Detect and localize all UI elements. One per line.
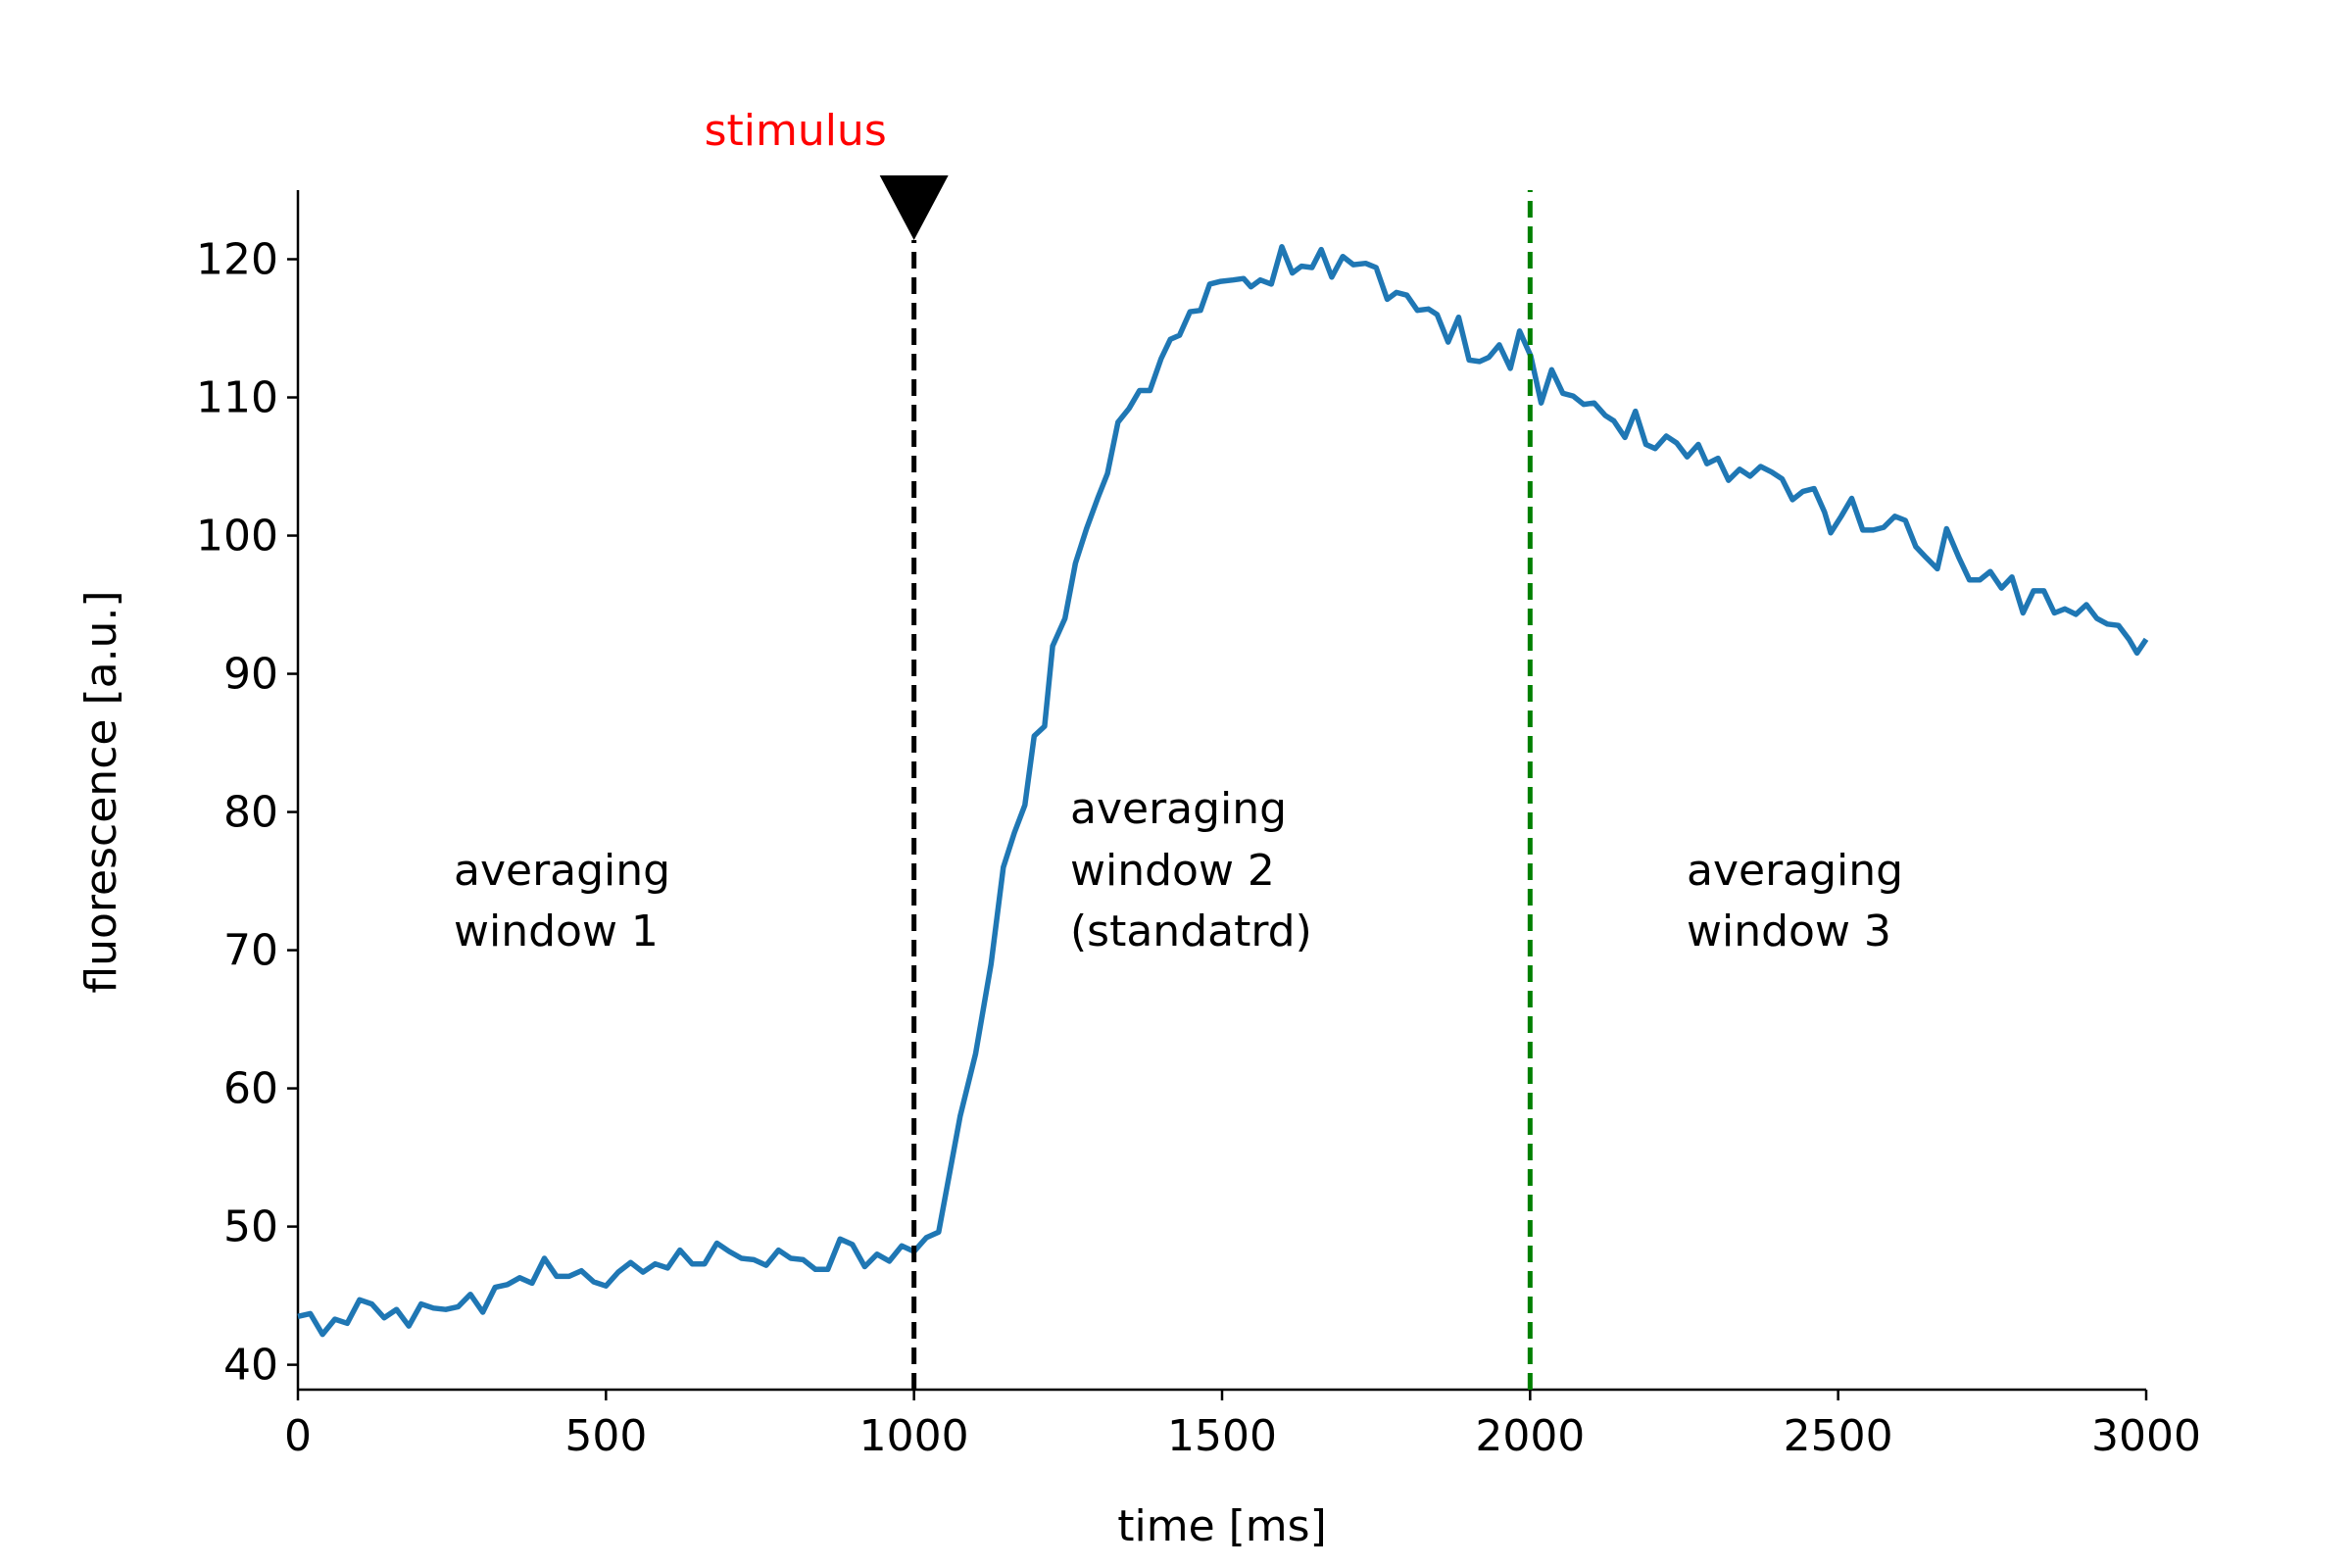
x-tick-label: 1000 (859, 1411, 969, 1461)
data-line (297, 244, 2149, 1338)
y-tick-label: 70 (223, 926, 278, 976)
annotation: averaging (1687, 846, 1903, 896)
stimulus-label: stimulus (705, 106, 887, 156)
x-tick-label: 0 (284, 1411, 312, 1461)
y-tick-label: 50 (223, 1202, 278, 1252)
y-tick-label: 90 (223, 650, 278, 700)
y-tick-label: 100 (196, 512, 278, 562)
annotation: averaging (1070, 784, 1287, 834)
x-tick-label: 3000 (2091, 1411, 2201, 1461)
x-tick-label: 2500 (1784, 1411, 1893, 1461)
stimulus-marker (879, 175, 949, 240)
annotation: window 1 (454, 906, 659, 956)
x-axis-label: time [ms] (1117, 1501, 1327, 1551)
y-axis-label: fluorescence [a.u.] (76, 590, 126, 993)
annotation: window 2 (1070, 846, 1275, 896)
y-tick-label: 40 (223, 1341, 278, 1391)
y-tick-label: 60 (223, 1064, 278, 1114)
annotation: (standatrd) (1070, 906, 1312, 956)
annotation: window 3 (1687, 906, 1891, 956)
x-tick-label: 1500 (1167, 1411, 1277, 1461)
annotation: averaging (454, 846, 670, 896)
x-tick-label: 2000 (1475, 1411, 1585, 1461)
y-tick-label: 80 (223, 788, 278, 838)
y-tick-label: 110 (196, 373, 278, 423)
y-tick-label: 120 (196, 235, 278, 285)
x-tick-label: 500 (564, 1411, 647, 1461)
